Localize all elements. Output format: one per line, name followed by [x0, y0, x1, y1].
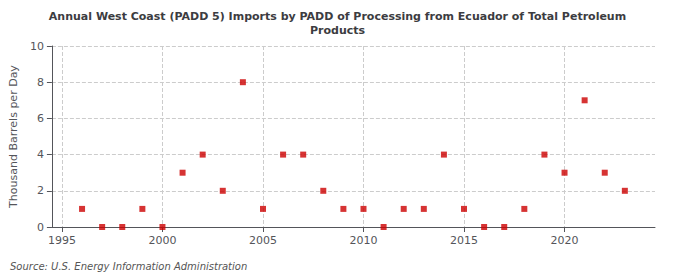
svg-text:2000: 2000: [148, 234, 176, 247]
svg-text:Products: Products: [310, 24, 366, 37]
svg-text:2: 2: [37, 184, 44, 197]
svg-text:6: 6: [37, 112, 44, 125]
svg-text:4: 4: [37, 148, 44, 161]
svg-text:2015: 2015: [450, 234, 478, 247]
svg-text:1995: 1995: [48, 234, 76, 247]
svg-text:10: 10: [30, 40, 44, 53]
svg-text:0: 0: [37, 221, 44, 234]
svg-text:2020: 2020: [551, 234, 579, 247]
svg-text:2010: 2010: [350, 234, 378, 247]
svg-text:Annual West Coast (PADD 5) Imp: Annual West Coast (PADD 5) Imports by PA…: [49, 10, 626, 23]
svg-text:8: 8: [37, 76, 44, 89]
svg-text:Thousand Barrels per Day: Thousand Barrels per Day: [7, 65, 20, 209]
svg-text:Source: U.S. Energy Informatio: Source: U.S. Energy Information Administ…: [10, 261, 247, 272]
svg-text:2005: 2005: [249, 234, 277, 247]
